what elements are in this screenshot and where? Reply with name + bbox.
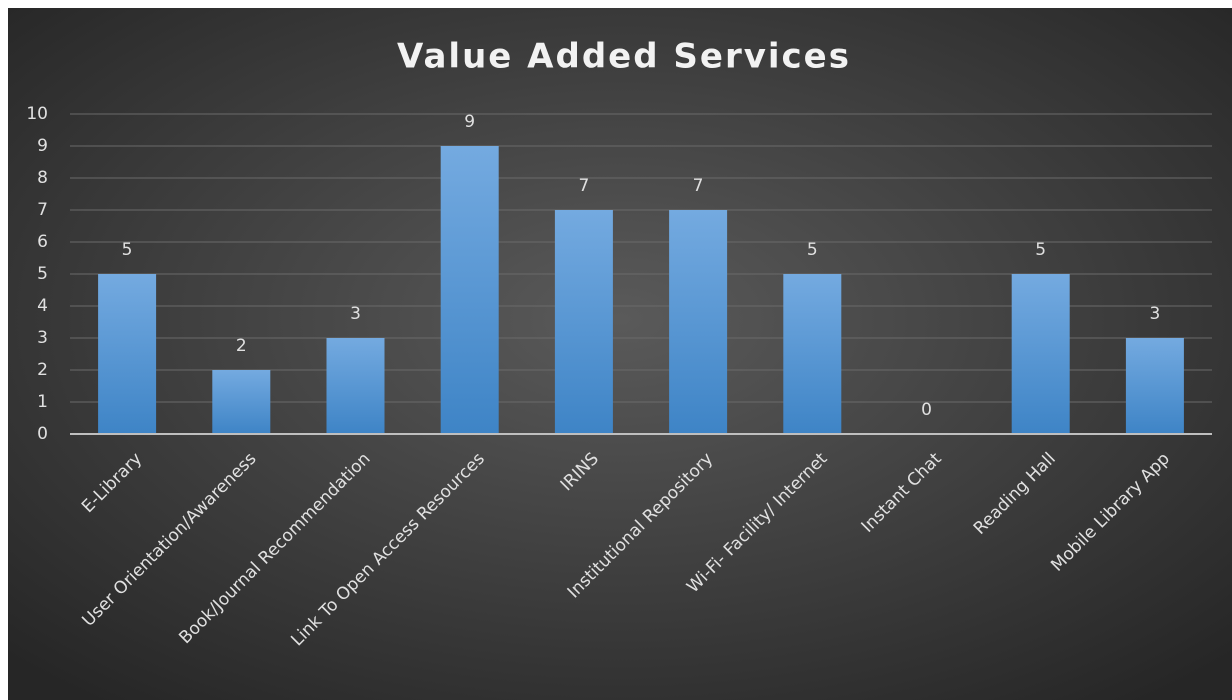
data-label: 7 — [693, 176, 704, 196]
bar — [669, 210, 728, 434]
bar — [1125, 338, 1184, 434]
data-label: 2 — [236, 336, 247, 356]
data-label: 3 — [350, 304, 361, 324]
bar — [326, 338, 385, 434]
y-tick-label: 3 — [37, 328, 48, 348]
bar — [783, 274, 842, 434]
y-tick-label: 8 — [37, 168, 48, 188]
bar — [440, 146, 499, 434]
y-tick-label: 0 — [37, 424, 48, 444]
data-label: 3 — [1149, 304, 1160, 324]
bar — [212, 370, 271, 434]
bar — [1011, 274, 1070, 434]
chart-title: Value Added Services — [397, 37, 851, 77]
bar — [98, 274, 157, 434]
data-label: 5 — [122, 240, 133, 260]
data-label: 0 — [921, 400, 932, 420]
data-label: 9 — [464, 112, 475, 132]
y-tick-label: 10 — [26, 104, 48, 124]
y-tick-label: 4 — [37, 296, 48, 316]
y-tick-label: 2 — [37, 360, 48, 380]
y-tick-label: 9 — [37, 136, 48, 156]
data-label: 7 — [578, 176, 589, 196]
y-tick-label: 5 — [37, 264, 48, 284]
bar — [554, 210, 613, 434]
y-tick-label: 7 — [37, 200, 48, 220]
data-label: 5 — [807, 240, 818, 260]
y-tick-label: 1 — [37, 392, 48, 412]
data-label: 5 — [1035, 240, 1046, 260]
y-tick-label: 6 — [37, 232, 48, 252]
